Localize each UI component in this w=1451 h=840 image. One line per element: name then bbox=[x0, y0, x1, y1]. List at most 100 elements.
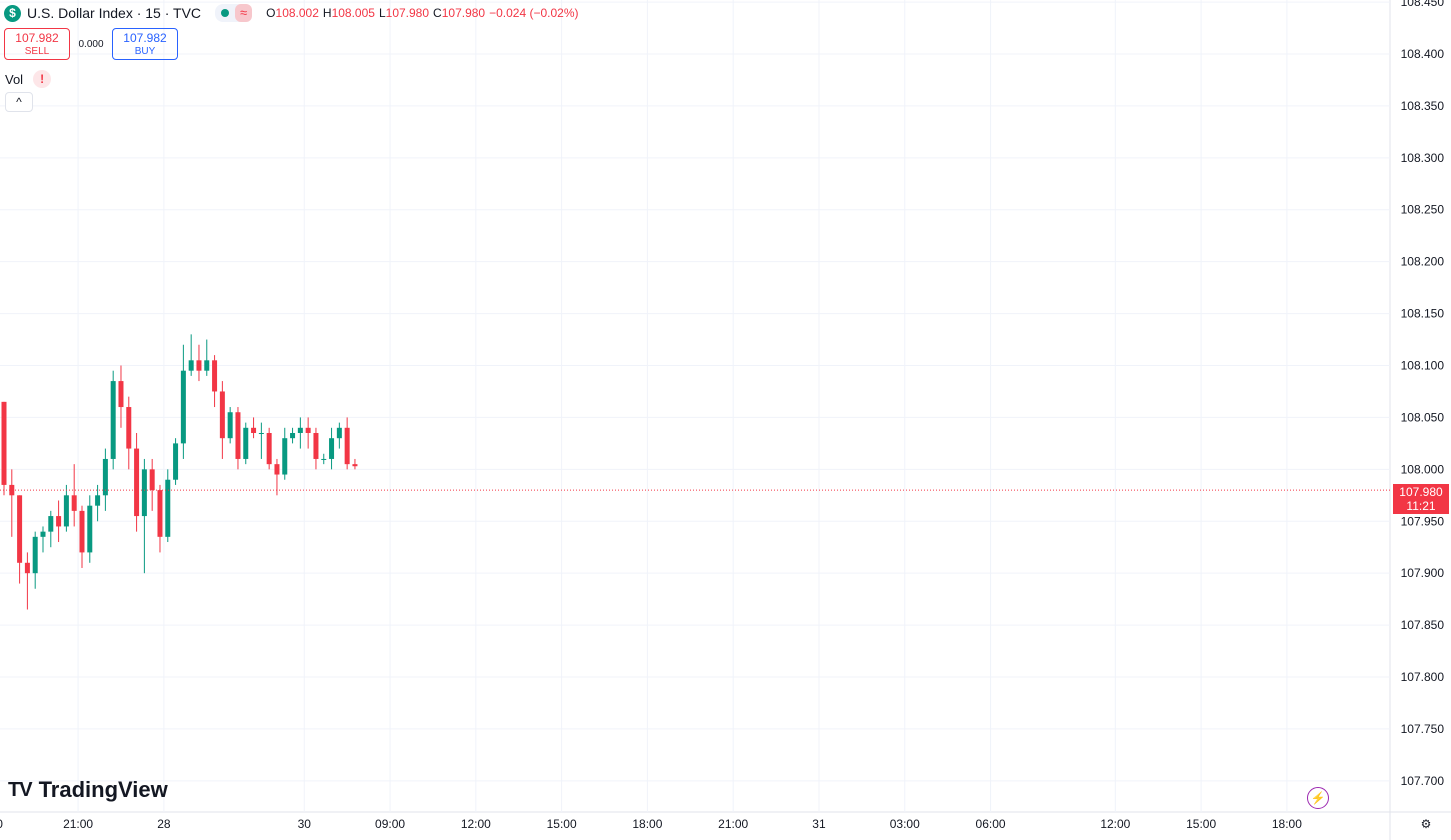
candle-body bbox=[251, 427, 257, 433]
symbol-title[interactable]: U.S. Dollar Index · 15 · TVC bbox=[27, 5, 202, 21]
close-value: 107.980 bbox=[441, 6, 486, 20]
x-tick-label: 18:00 bbox=[1272, 817, 1302, 831]
current-price-label: 107.980 11:21 bbox=[1393, 484, 1449, 514]
y-tick-label: 108.100 bbox=[1401, 359, 1445, 373]
candle-body bbox=[235, 412, 241, 459]
y-tick-label: 107.900 bbox=[1401, 566, 1445, 580]
high-value: 108.005 bbox=[331, 6, 375, 20]
market-status[interactable]: ≈ bbox=[215, 4, 253, 22]
price-axis[interactable]: 107.700 107.750 107.800 107.850 107.900 107.9… bbox=[1401, 0, 1445, 788]
y-tick-label: 107.700 bbox=[1401, 774, 1445, 788]
y-tick-label: 107.950 bbox=[1401, 514, 1445, 528]
market-open-dot-icon bbox=[221, 9, 230, 17]
x-tick-label: 06:00 bbox=[976, 817, 1006, 831]
y-tick-label: 108.300 bbox=[1401, 151, 1445, 165]
candle-body bbox=[9, 484, 15, 496]
candle-body bbox=[165, 479, 171, 537]
x-tick-label: 31 bbox=[812, 817, 826, 831]
candle-body bbox=[157, 490, 163, 537]
y-tick-label: 107.750 bbox=[1401, 722, 1445, 736]
candle-body bbox=[258, 432, 264, 434]
x-tick-label: 15:00 bbox=[1186, 817, 1216, 831]
candle-body bbox=[1, 401, 7, 485]
candle-body bbox=[56, 516, 62, 527]
chevron-up-icon: ^ bbox=[16, 95, 22, 109]
time-axis[interactable]: 00 21:00 28 30 09:00 12:00 15:00 18:00 21:00 31 03… bbox=[0, 817, 1302, 831]
candle-body bbox=[126, 407, 132, 449]
candle-body bbox=[102, 458, 108, 496]
candle-body bbox=[290, 432, 296, 439]
low-value: 107.980 bbox=[385, 6, 430, 20]
x-tick-label: 15:00 bbox=[547, 817, 577, 831]
candle-body bbox=[134, 448, 140, 517]
candle-body bbox=[282, 438, 288, 475]
open-label: O bbox=[266, 6, 276, 20]
candle-body bbox=[188, 360, 194, 371]
ohlc-values: O108.002 H108.005 L107.980 C107.980 −0.0… bbox=[266, 6, 578, 20]
x-tick-label: 18:00 bbox=[632, 817, 662, 831]
settings-gear-icon[interactable]: ⚙ bbox=[1420, 817, 1432, 831]
candles bbox=[1, 334, 358, 610]
candle-body bbox=[266, 432, 272, 465]
candle-body bbox=[110, 381, 116, 459]
candle-body bbox=[40, 531, 46, 537]
candle-body bbox=[313, 432, 319, 459]
candle-body bbox=[196, 360, 202, 371]
candle-body bbox=[212, 360, 218, 392]
x-tick-label: 12:00 bbox=[461, 817, 491, 831]
data-delay-icon[interactable]: ≈ bbox=[235, 4, 253, 22]
candle-body bbox=[63, 495, 69, 527]
open-value: 108.002 bbox=[275, 6, 319, 20]
y-tick-label: 107.800 bbox=[1401, 670, 1445, 684]
candle-body bbox=[219, 391, 225, 439]
candle-body bbox=[48, 516, 54, 532]
tradingview-mark-icon: TV bbox=[8, 778, 33, 801]
high-label: H bbox=[322, 6, 332, 20]
y-tick-label: 108.000 bbox=[1401, 462, 1445, 476]
candle-body bbox=[243, 427, 249, 459]
candle-body bbox=[297, 427, 303, 433]
x-tick-label: 21:00 bbox=[63, 817, 93, 831]
candle-body bbox=[352, 464, 358, 467]
candle-body bbox=[149, 469, 155, 491]
buy-button[interactable]: 107.982 BUY bbox=[112, 28, 178, 60]
y-tick-label: 107.850 bbox=[1401, 618, 1445, 632]
candle-body bbox=[95, 495, 101, 506]
x-tick-label: 00 bbox=[0, 817, 3, 831]
sell-price: 107.982 bbox=[15, 31, 59, 45]
candle-body bbox=[227, 412, 233, 439]
candle-body bbox=[321, 458, 327, 460]
warning-icon[interactable]: ! bbox=[33, 70, 52, 88]
volume-indicator[interactable]: Vol ! bbox=[5, 70, 52, 88]
y-tick-label: 108.050 bbox=[1401, 410, 1445, 424]
spread-value: 0.000 bbox=[78, 38, 104, 50]
y-tick-label: 108.450 bbox=[1401, 0, 1445, 9]
candle-body bbox=[336, 427, 342, 439]
low-label: L bbox=[378, 6, 386, 20]
candle-body bbox=[118, 381, 124, 408]
y-tick-label: 108.200 bbox=[1401, 255, 1445, 269]
close-label: C bbox=[433, 6, 442, 20]
candle-body bbox=[87, 505, 93, 553]
y-tick-label: 108.350 bbox=[1401, 99, 1445, 113]
x-tick-label: 09:00 bbox=[375, 817, 405, 831]
y-tick-label: 108.400 bbox=[1401, 47, 1445, 61]
lightning-icon[interactable]: ⚡ bbox=[1307, 787, 1329, 809]
dollar-circle-icon[interactable]: $ bbox=[4, 4, 21, 22]
tradingview-logo[interactable]: TV TradingView bbox=[8, 777, 168, 803]
candle-body bbox=[71, 495, 77, 511]
change-value: −0.024 (−0.02%) bbox=[489, 6, 579, 20]
candle-body bbox=[180, 370, 186, 444]
collapse-legend-button[interactable]: ^ bbox=[5, 92, 33, 112]
sell-button[interactable]: 107.982 SELL bbox=[4, 28, 70, 60]
y-tick-label: 108.150 bbox=[1401, 307, 1445, 321]
volume-label: Vol bbox=[5, 71, 24, 87]
candle-body bbox=[17, 495, 23, 563]
current-price: 107.980 bbox=[1399, 485, 1443, 499]
y-tick-label: 108.250 bbox=[1401, 203, 1445, 217]
candle-body bbox=[141, 469, 147, 517]
candle-body bbox=[204, 360, 210, 371]
candle-body bbox=[173, 443, 179, 480]
bar-countdown: 11:21 bbox=[1406, 499, 1436, 513]
